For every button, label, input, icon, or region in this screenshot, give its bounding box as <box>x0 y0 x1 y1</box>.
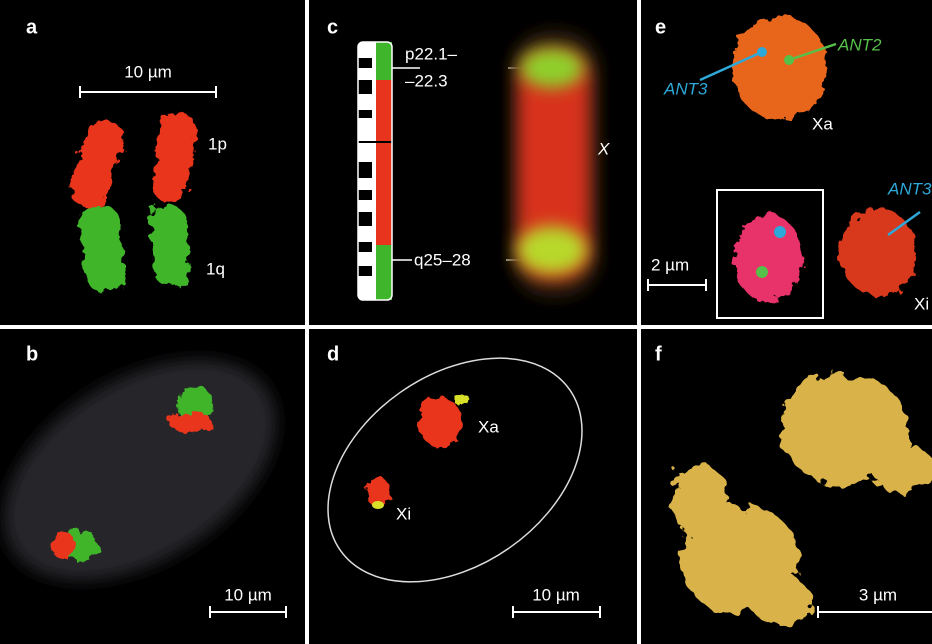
ideogram <box>358 42 392 300</box>
panel-label: e <box>655 16 666 38</box>
scale-label: 3 µm <box>859 585 897 604</box>
band-label: p22.1– <box>405 44 458 63</box>
territory-label: Xi <box>914 294 929 313</box>
scale-label: 10 µm <box>124 62 172 81</box>
chromosome-label: X <box>597 139 610 158</box>
chromosome-x <box>510 30 600 298</box>
panel-label: a <box>26 16 38 38</box>
panel-label: c <box>327 16 338 38</box>
territory-label: Xi <box>396 504 411 523</box>
panel-d <box>309 329 637 644</box>
band-label: q25–28 <box>414 250 471 269</box>
gene-label: ANT3 <box>663 79 708 98</box>
territory-label: Xa <box>812 114 833 133</box>
territory-label: Xa <box>478 417 499 436</box>
gene-label: ANT3 <box>887 179 932 198</box>
scale-label: 10 µm <box>532 585 580 604</box>
figure: a 10 µm 1p 1q c <box>0 0 932 644</box>
page: {"panels": { "a": {"label": "a", "scale_… <box>0 0 932 644</box>
panel-label: d <box>327 343 339 365</box>
xa-territory <box>732 16 828 120</box>
arm-label: 1p <box>208 134 227 153</box>
arm-label: 1q <box>206 259 225 278</box>
scale-label: 10 µm <box>224 585 272 604</box>
scale-label: 2 µm <box>651 255 689 274</box>
panel-a <box>0 0 305 325</box>
xi-territory <box>840 208 916 296</box>
panel-label: b <box>26 343 38 365</box>
gene-label: ANT2 <box>837 35 882 54</box>
band-label: –22.3 <box>405 71 448 90</box>
panel-label: f <box>655 343 662 365</box>
